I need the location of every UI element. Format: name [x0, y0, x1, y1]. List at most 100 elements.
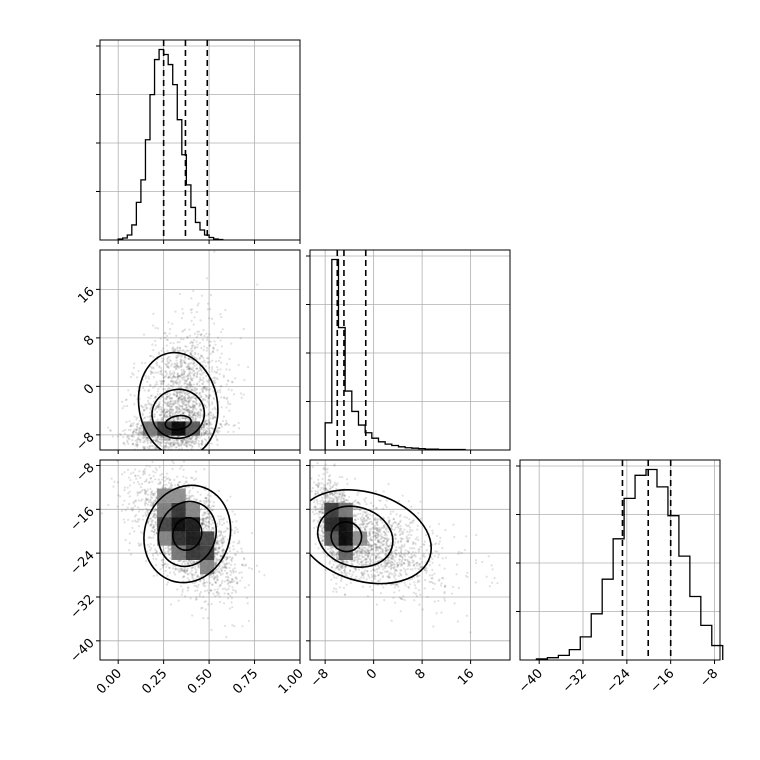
sample-point: [161, 410, 164, 414]
sample-point: [184, 345, 187, 348]
sample-point: [174, 399, 177, 403]
sample-point: [175, 410, 178, 413]
sample-point: [127, 442, 130, 445]
sample-point: [163, 331, 166, 335]
sample-point: [152, 492, 155, 496]
sample-point: [190, 562, 193, 565]
sample-point: [178, 365, 181, 369]
sample-point: [177, 397, 180, 400]
sample-point: [210, 401, 214, 404]
sample-point: [154, 438, 157, 441]
sample-point: [160, 408, 163, 411]
sample-point: [142, 457, 144, 459]
sample-point: [215, 563, 218, 566]
sample-point: [170, 396, 173, 399]
sample-point: [159, 552, 162, 555]
sample-point: [187, 363, 190, 366]
sample-point: [226, 396, 229, 399]
sample-point: [210, 628, 213, 631]
sample-point: [209, 417, 212, 420]
sample-point: [169, 418, 172, 422]
sample-point: [189, 367, 192, 370]
sample-point: [154, 513, 157, 517]
sample-point: [160, 563, 164, 566]
sample-point: [216, 594, 219, 597]
sample-point: [190, 384, 193, 387]
sample-point: [221, 419, 225, 423]
sample-point: [225, 558, 229, 561]
sample-point: [215, 539, 218, 542]
sample-point: [160, 372, 164, 375]
sample-point: [145, 436, 149, 439]
sample-point: [193, 411, 196, 414]
sample-point: [184, 568, 187, 571]
sample-point: [179, 375, 182, 378]
sample-point: [186, 445, 189, 448]
sample-point: [200, 428, 203, 431]
sample-point: [203, 386, 206, 389]
sample-point: [195, 411, 198, 415]
sample-point: [228, 549, 232, 553]
sample-point: [159, 414, 162, 417]
sample-point: [212, 427, 215, 430]
sample-point: [138, 544, 141, 547]
sample-point: [175, 355, 178, 358]
sample-point: [149, 498, 152, 501]
sample-point: [158, 482, 161, 485]
sample-point: [155, 446, 158, 449]
sample-point: [175, 380, 178, 384]
sample-point: [168, 411, 171, 415]
sample-point: [183, 443, 186, 446]
sample-point: [180, 438, 184, 442]
sample-point: [187, 372, 191, 375]
sample-point: [227, 579, 230, 582]
sample-point: [194, 389, 197, 392]
sample-point: [144, 374, 147, 378]
sample-point: [185, 349, 189, 352]
sample-point: [209, 581, 212, 585]
sample-point: [139, 451, 141, 453]
sample-point: [225, 557, 228, 560]
sample-point: [163, 479, 166, 483]
sample-point: [212, 396, 215, 400]
sample-point: [145, 490, 148, 493]
sample-point: [89, 429, 91, 431]
sample-point: [183, 378, 186, 381]
sample-point: [204, 438, 207, 442]
sample-point: [221, 541, 224, 544]
sample-point: [154, 451, 156, 453]
sample-point: [213, 370, 216, 373]
sample-point: [155, 508, 158, 511]
sample-point: [150, 394, 153, 397]
sample-point: [157, 418, 160, 421]
sample-point: [175, 359, 178, 362]
sample-point: [196, 574, 199, 577]
sample-point: [191, 476, 194, 480]
sample-point: [238, 541, 241, 544]
sample-point: [236, 528, 239, 531]
sample-point: [206, 302, 210, 305]
sample-point: [193, 411, 196, 415]
sample-point: [207, 437, 210, 440]
sample-point: [214, 571, 217, 574]
sample-point: [190, 372, 194, 375]
sample-point: [132, 442, 135, 445]
sample-point: [167, 447, 170, 450]
sample-point: [196, 415, 199, 419]
sample-point: [152, 501, 155, 505]
sample-point: [198, 392, 201, 395]
sample-point: [175, 378, 179, 382]
sample-point: [162, 400, 165, 403]
sample-point: [218, 558, 222, 561]
sample-point: [222, 396, 225, 399]
sample-point: [152, 530, 156, 534]
sample-point: [164, 438, 168, 441]
sample-point: [175, 364, 178, 368]
sample-point: [185, 497, 189, 501]
sample-point: [175, 410, 178, 413]
sample-point: [196, 589, 199, 592]
sample-point: [208, 404, 211, 407]
sample-point: [143, 435, 146, 438]
sample-point: [178, 341, 181, 344]
sample-point: [180, 317, 183, 320]
